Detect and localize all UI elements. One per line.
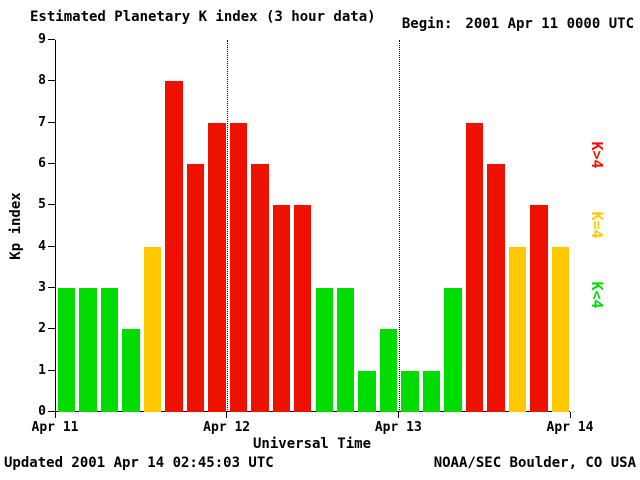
- day-boundary-line: [398, 40, 400, 412]
- kp-bar: [530, 205, 548, 412]
- x-tick-label: Apr 12: [203, 420, 251, 435]
- x-tick-label: Apr 13: [374, 420, 422, 435]
- y-axis-tick: [48, 204, 55, 206]
- kp-bar: [551, 246, 569, 412]
- kp-bar: [315, 288, 333, 412]
- chart-title: Estimated Planetary K index (3 hour data…: [30, 9, 376, 25]
- y-axis-tick: [48, 245, 55, 247]
- y-tick-label: 5: [38, 197, 46, 213]
- source-attribution: NOAA/SEC Boulder, CO USA: [433, 455, 636, 471]
- legend-item-high: K>4: [588, 141, 606, 169]
- y-tick-label: 9: [38, 32, 46, 47]
- y-axis-tick: [48, 369, 55, 371]
- begin-label: Begin:: [401, 16, 453, 32]
- kp-bar: [100, 288, 119, 412]
- y-axis-tick: [48, 121, 55, 123]
- y-tick-label: 8: [38, 73, 46, 89]
- x-tick-label: Apr 14: [546, 420, 594, 435]
- y-axis-tick: [48, 163, 55, 164]
- kp-bar: [79, 288, 97, 412]
- kp-bar: [444, 288, 462, 412]
- y-axis-tick: [48, 328, 55, 330]
- kp-bar: [487, 164, 505, 412]
- y-tick-label: 4: [38, 238, 46, 254]
- kp-bar: [165, 81, 183, 412]
- x-tick-label: Apr 11: [31, 420, 79, 435]
- updated-timestamp: Updated 2001 Apr 14 02:45:03 UTC: [4, 455, 274, 471]
- y-axis-tick: [48, 80, 55, 82]
- y-axis-title: Kp index: [8, 192, 24, 260]
- y-axis-tick: [48, 411, 55, 412]
- begin-value: 2001 Apr 11 0000 UTC: [465, 16, 634, 32]
- kp-bar: [379, 329, 398, 412]
- y-tick-label: 0: [38, 404, 46, 419]
- day-boundary-line: [227, 40, 229, 412]
- legend-item-mid: K=4: [588, 211, 606, 239]
- kp-bar: [58, 288, 76, 412]
- kp-bar: [186, 164, 205, 412]
- kp-bar: [422, 370, 441, 412]
- y-axis-tick: [48, 287, 55, 288]
- kp-bar: [358, 370, 376, 412]
- kp-bar: [272, 205, 291, 412]
- kp-bar: [143, 246, 162, 412]
- legend-item-low: K<4: [588, 281, 606, 309]
- kp-bar: [208, 122, 226, 412]
- kp-bar: [508, 246, 527, 412]
- x-axis-tick: [397, 412, 399, 418]
- y-tick-label: 2: [38, 321, 46, 337]
- kp-bar: [229, 122, 248, 412]
- x-axis-title: Universal Time: [252, 436, 372, 452]
- kp-bar: [465, 122, 484, 412]
- x-axis-tick: [226, 412, 228, 418]
- kp-bar: [122, 329, 140, 412]
- kp-bar: [294, 205, 312, 412]
- x-axis-tick: [569, 412, 571, 418]
- y-tick-label: 7: [38, 114, 46, 130]
- kp-bar: [251, 164, 269, 412]
- kp-bar: [336, 288, 355, 412]
- x-axis-tick: [54, 412, 56, 418]
- plot-area: [55, 40, 570, 412]
- y-tick-label: 6: [38, 156, 46, 171]
- y-tick-label: 3: [38, 280, 46, 295]
- y-tick-label: 1: [38, 362, 46, 378]
- begin-info: Begin: 2001 Apr 11 0000 UTC: [402, 16, 634, 32]
- y-axis-tick: [48, 39, 55, 40]
- kp-bar: [401, 370, 419, 412]
